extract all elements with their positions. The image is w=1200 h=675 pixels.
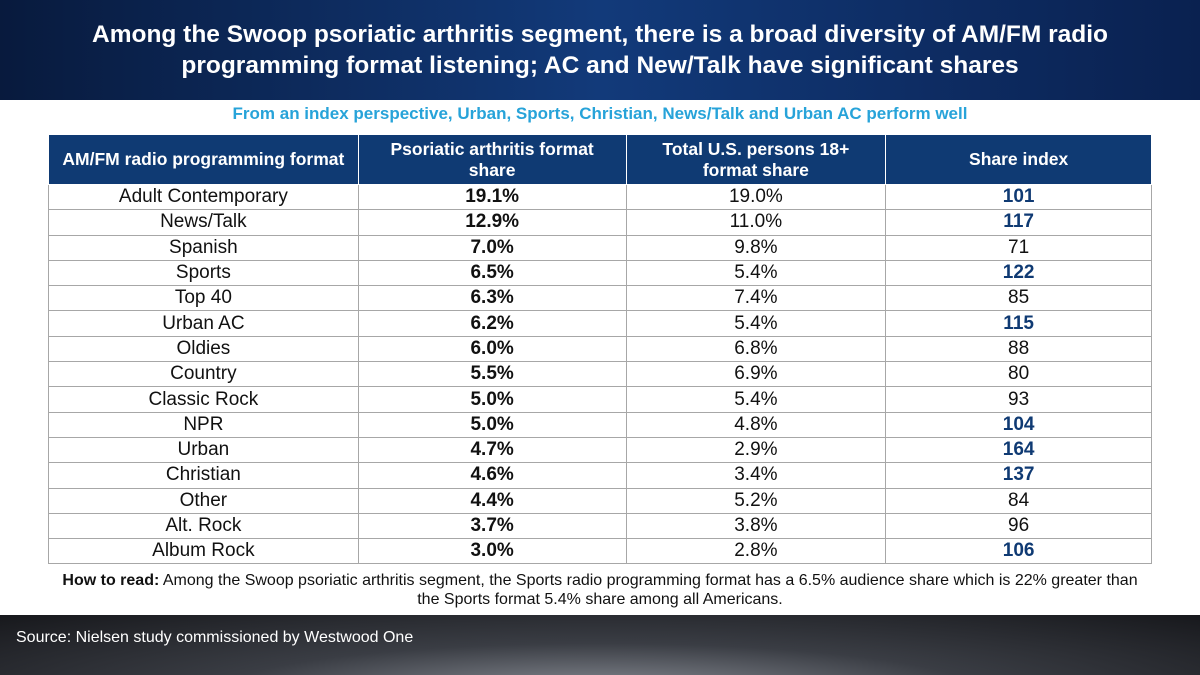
format-share-table: AM/FM radio programming format Psoriatic… [48, 134, 1152, 565]
table-header-row: AM/FM radio programming format Psoriatic… [48, 134, 1152, 185]
cell-share-index: 88 [885, 335, 1152, 363]
cell-total-share: 7.4% [625, 285, 887, 312]
cell-share-index: 71 [885, 234, 1152, 261]
table-row: Classic Rock 5.0% 5.4% 93 [48, 386, 1152, 413]
cell-total-share: 5.4% [625, 386, 887, 413]
cell-total-share: 6.8% [625, 335, 887, 363]
cell-total-share: 3.4% [625, 462, 887, 489]
cell-segment-share: 4.4% [357, 487, 627, 514]
table-row: Other 4.4% 5.2% 84 [48, 487, 1152, 514]
cell-total-share: 5.4% [625, 259, 887, 287]
cell-format: Alt. Rock [48, 512, 359, 540]
cell-share-index: 85 [885, 285, 1152, 312]
cell-share-index: 137 [885, 462, 1152, 489]
header-share-index: Share index [885, 134, 1152, 185]
cell-share-index: 117 [885, 209, 1152, 236]
cell-format: NPR [48, 411, 359, 438]
cell-segment-share: 6.0% [357, 335, 627, 363]
cell-format: Classic Rock [48, 386, 359, 413]
cell-total-share: 11.0% [625, 209, 887, 236]
cell-share-index: 115 [885, 310, 1152, 337]
page-title: Among the Swoop psoriatic arthritis segm… [92, 21, 1108, 79]
cell-format: Adult Contemporary [48, 183, 359, 211]
cell-share-index: 104 [885, 411, 1152, 438]
cell-total-share: 2.8% [625, 538, 887, 565]
table-row: Country 5.5% 6.9% 80 [48, 361, 1152, 388]
table-row: Alt. Rock 3.7% 3.8% 96 [48, 512, 1152, 540]
cell-segment-share: 19.1% [357, 183, 627, 211]
how-to-read-label: How to read: [62, 572, 160, 589]
cell-format: Christian [48, 462, 359, 489]
header-segment-share: Psoriatic arthritis format share [357, 134, 627, 185]
cell-total-share: 3.8% [625, 512, 887, 540]
table-row: Urban 4.7% 2.9% 164 [48, 436, 1152, 464]
cell-format: Urban [48, 436, 359, 464]
how-to-read-note: How to read: Among the Swoop psoriatic a… [60, 571, 1140, 609]
table-row: NPR 5.0% 4.8% 104 [48, 411, 1152, 438]
cell-total-share: 19.0% [625, 183, 887, 211]
table-row: Sports 6.5% 5.4% 122 [48, 259, 1152, 287]
cell-format: Urban AC [48, 310, 359, 337]
table-body: Adult Contemporary 19.1% 19.0% 101 News/Talk… [48, 183, 1152, 565]
cell-format: Country [48, 361, 359, 388]
title-banner: Among the Swoop psoriatic arthritis segm… [0, 0, 1200, 100]
cell-format: Album Rock [48, 538, 359, 565]
cell-segment-share: 6.5% [357, 259, 627, 287]
page-subtitle: From an index perspective, Urban, Sports… [232, 104, 968, 123]
cell-share-index: 122 [885, 259, 1152, 287]
cell-segment-share: 4.7% [357, 436, 627, 464]
header-total-share: Total U.S. persons 18+ format share [625, 134, 887, 185]
cell-segment-share: 4.6% [357, 462, 627, 489]
cell-format: News/Talk [48, 209, 359, 236]
cell-share-index: 84 [885, 487, 1152, 514]
cell-share-index: 93 [885, 386, 1152, 413]
cell-share-index: 96 [885, 512, 1152, 540]
header-format: AM/FM radio programming format [48, 134, 359, 185]
cell-total-share: 6.9% [625, 361, 887, 388]
cell-total-share: 2.9% [625, 436, 887, 464]
cell-share-index: 80 [885, 361, 1152, 388]
cell-format: Oldies [48, 335, 359, 363]
cell-segment-share: 7.0% [357, 234, 627, 261]
table-row: Oldies 6.0% 6.8% 88 [48, 335, 1152, 363]
cell-segment-share: 5.0% [357, 386, 627, 413]
cell-format: Spanish [48, 234, 359, 261]
table-row: Christian 4.6% 3.4% 137 [48, 462, 1152, 489]
source-note: Source: Nielsen study commissioned by We… [16, 629, 414, 646]
cell-format: Sports [48, 259, 359, 287]
cell-segment-share: 6.3% [357, 285, 627, 312]
table-row: News/Talk 12.9% 11.0% 117 [48, 209, 1152, 236]
cell-share-index: 101 [885, 183, 1152, 211]
cell-segment-share: 5.5% [357, 361, 627, 388]
cell-segment-share: 5.0% [357, 411, 627, 438]
cell-total-share: 5.4% [625, 310, 887, 337]
cell-format: Other [48, 487, 359, 514]
cell-segment-share: 3.7% [357, 512, 627, 540]
table-row: Adult Contemporary 19.1% 19.0% 101 [48, 183, 1152, 211]
cell-total-share: 9.8% [625, 234, 887, 261]
footer-bar: Source: Nielsen study commissioned by We… [0, 615, 1200, 675]
cell-share-index: 164 [885, 436, 1152, 464]
cell-total-share: 4.8% [625, 411, 887, 438]
table-row: Album Rock 3.0% 2.8% 106 [48, 538, 1152, 565]
table-row: Spanish 7.0% 9.8% 71 [48, 234, 1152, 261]
cell-share-index: 106 [885, 538, 1152, 565]
table-row: Top 40 6.3% 7.4% 85 [48, 285, 1152, 312]
cell-format: Top 40 [48, 285, 359, 312]
cell-segment-share: 3.0% [357, 538, 627, 565]
table-row: Urban AC 6.2% 5.4% 115 [48, 310, 1152, 337]
how-to-read-text: Among the Swoop psoriatic arthritis segm… [159, 572, 1138, 608]
cell-segment-share: 6.2% [357, 310, 627, 337]
cell-segment-share: 12.9% [357, 209, 627, 236]
cell-total-share: 5.2% [625, 487, 887, 514]
